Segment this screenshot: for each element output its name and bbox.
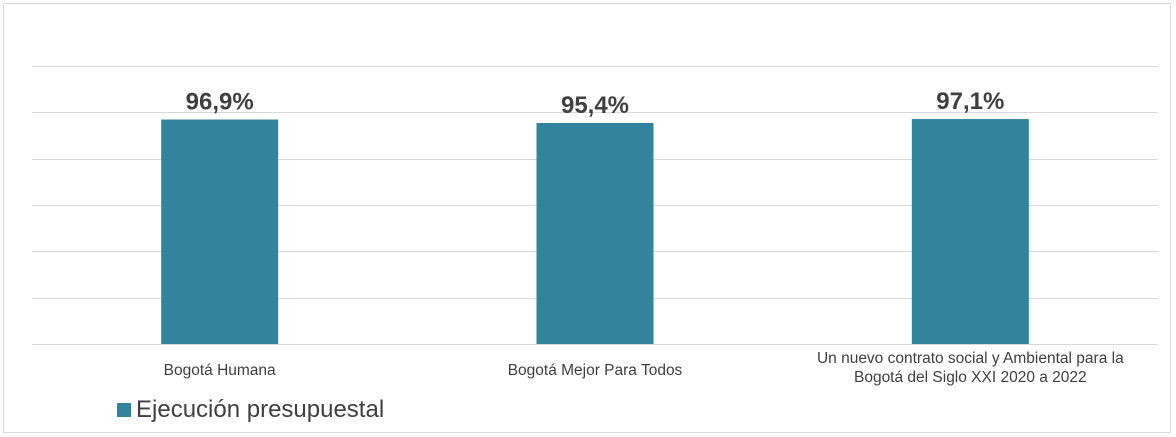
data-label-0: 96,9% [186,89,254,116]
data-label-2: 97,1% [936,88,1004,115]
bar-1 [536,122,654,345]
category-label-bogota-humana: Bogotá Humana [163,362,276,379]
legend-label: Ejecución presupuestal [136,396,385,423]
bar-2 [911,119,1029,344]
legend: Ejecución presupuestal [117,396,384,424]
data-label-1: 95,4% [561,92,629,119]
bar-0 [161,119,279,344]
legend-swatch [117,403,131,417]
category-label-bogota-mejor-para-todos: Bogotá Mejor Para Todos [507,362,683,379]
category-label-nuevo-contrato-social: Un nuevo contrato social y Ambiental par… [816,350,1124,386]
